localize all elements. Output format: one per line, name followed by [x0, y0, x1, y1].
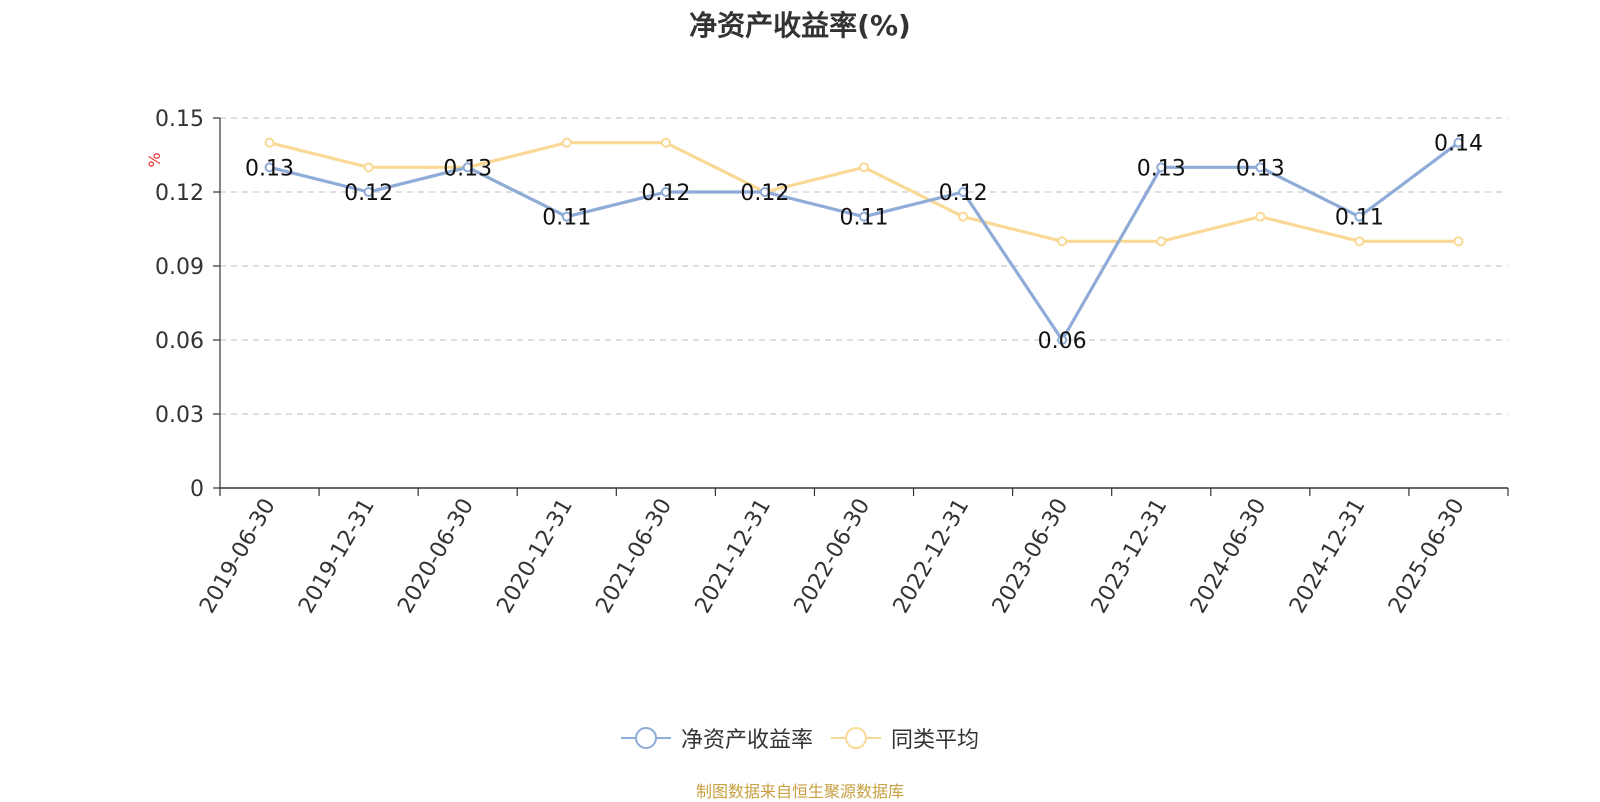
data-point-0 — [1453, 137, 1464, 148]
data-point-1 — [958, 211, 969, 222]
data-point-0 — [264, 162, 275, 173]
y-tick-label: 0.06 — [155, 329, 204, 354]
data-point-1 — [1354, 236, 1365, 247]
x-tick-label: 2020-06-30 — [393, 495, 479, 618]
data-point-0 — [561, 211, 572, 222]
data-point-1 — [859, 162, 869, 173]
legend-swatch-peer-average — [831, 727, 881, 749]
x-tick-label: 2021-12-31 — [691, 495, 777, 618]
data-point-0 — [1354, 211, 1365, 222]
data-label: 0.11 — [1335, 206, 1384, 231]
data-label: 0.06 — [1038, 329, 1087, 354]
data-label: 0.12 — [939, 181, 988, 206]
data-point-1 — [1255, 211, 1266, 222]
data-label: 0.13 — [1137, 156, 1186, 181]
x-tick-label: 2021-06-30 — [591, 495, 677, 618]
data-label: 0.13 — [245, 156, 294, 181]
data-label: 0.11 — [542, 206, 591, 231]
x-tick-label: 2020-12-31 — [492, 495, 578, 618]
chart-title: 净资产收益率(%) — [689, 9, 911, 42]
data-label: 0.12 — [740, 181, 789, 206]
x-tick-label: 2024-06-30 — [1186, 495, 1272, 618]
data-point-0 — [462, 162, 473, 173]
y-tick-label: 0.03 — [155, 403, 204, 428]
data-point-1 — [1057, 236, 1068, 247]
data-point-0 — [759, 187, 770, 197]
x-tick-label: 2019-06-30 — [195, 495, 281, 618]
data-point-1 — [1453, 236, 1464, 247]
data-point-1 — [363, 162, 374, 173]
legend-item-roe[interactable]: 净资产收益率 — [620, 722, 813, 754]
x-tick-label: 2022-12-31 — [889, 495, 975, 618]
data-label: 0.13 — [443, 156, 492, 181]
y-tick-label: 0.09 — [155, 255, 204, 280]
data-point-0 — [363, 187, 374, 197]
data-point-0 — [859, 211, 869, 222]
x-tick-label: 2023-06-30 — [988, 495, 1074, 618]
x-tick-label: 2024-12-31 — [1285, 495, 1371, 618]
source-note: 制图数据来自恒生聚源数据库 — [695, 782, 904, 801]
x-tick-label: 2019-12-31 — [294, 495, 380, 618]
y-tick-label: 0 — [190, 477, 204, 502]
data-label: 0.14 — [1434, 132, 1483, 157]
y-axis-label: % — [145, 152, 164, 167]
data-point-1 — [561, 137, 572, 148]
data-point-1 — [1156, 236, 1167, 247]
data-point-0 — [660, 187, 671, 197]
data-label: 0.12 — [344, 181, 393, 206]
data-point-0 — [958, 187, 969, 197]
data-point-0 — [1255, 162, 1266, 173]
data-label: 0.11 — [840, 206, 889, 231]
legend-swatch-roe — [620, 727, 671, 749]
data-label: 0.13 — [1236, 156, 1285, 181]
data-label: 0.12 — [641, 181, 690, 206]
data-point-1 — [264, 137, 275, 148]
legend-label-roe: 净资产收益率 — [680, 728, 813, 753]
x-tick-label: 2023-12-31 — [1087, 495, 1173, 618]
x-tick-label: 2022-06-30 — [790, 495, 876, 618]
legend-label-peer-average: 同类平均 — [891, 728, 980, 753]
data-point-0 — [1156, 162, 1167, 173]
y-tick-label: 0.15 — [155, 107, 204, 132]
data-point-1 — [660, 137, 671, 148]
data-point-0 — [1057, 335, 1068, 345]
y-tick-label: 0.12 — [155, 181, 204, 206]
legend: 净资产收益率 同类平均 — [0, 722, 1600, 754]
legend-item-peer-average[interactable]: 同类平均 — [831, 722, 979, 754]
x-tick-label: 2025-06-30 — [1384, 495, 1470, 618]
